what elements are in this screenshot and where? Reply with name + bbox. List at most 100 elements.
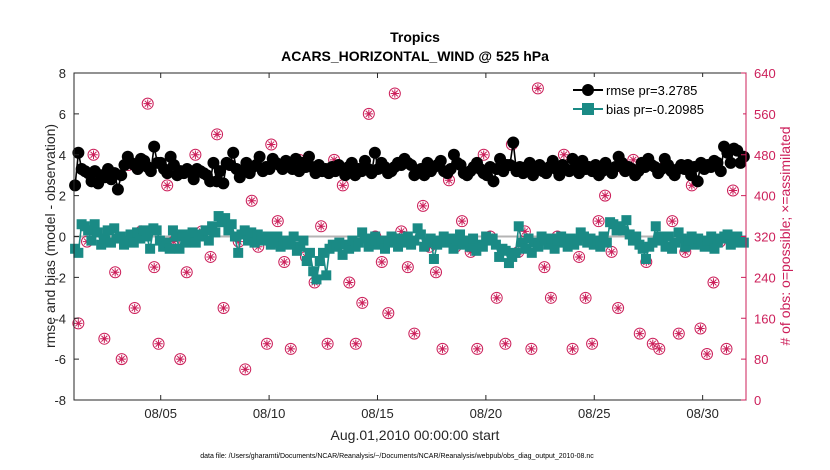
bias-point xyxy=(389,235,400,246)
bias-point xyxy=(399,237,410,248)
x-axis-label: Aug.01,2010 00:00:00 start xyxy=(331,427,500,443)
rmse-point xyxy=(207,156,220,169)
bias-point xyxy=(448,243,459,254)
bias-point xyxy=(125,229,136,240)
obs-possible-point xyxy=(375,256,388,269)
bias-point xyxy=(494,251,505,262)
bias-point xyxy=(490,239,501,250)
obs-possible-point xyxy=(666,215,679,228)
y2-tick-label: 240 xyxy=(754,270,776,285)
rmse-point xyxy=(227,146,240,159)
bias-point xyxy=(376,235,387,246)
bias-point xyxy=(451,235,462,246)
bias-point xyxy=(503,258,514,269)
bias-point xyxy=(729,237,740,248)
bias-point xyxy=(213,211,224,222)
bias-point xyxy=(233,247,244,258)
bias-point xyxy=(132,227,143,238)
y-tick-label: 0 xyxy=(59,230,66,245)
bias-point xyxy=(455,229,466,240)
bias-point xyxy=(226,219,237,230)
bias-point xyxy=(477,241,488,252)
obs-possible-point xyxy=(239,363,252,376)
obs-assimilated-point xyxy=(648,339,657,348)
obs-assimilated-point xyxy=(150,262,159,272)
obs-assimilated-point xyxy=(444,176,454,185)
bias-point xyxy=(99,233,110,244)
bias-series xyxy=(70,211,749,285)
obs-possible-point xyxy=(672,327,685,340)
y2-axis-label: # of obs: o=possible; ×=assimilated xyxy=(777,126,793,345)
obs-possible-point xyxy=(586,337,599,350)
obs-possible-point xyxy=(694,322,707,335)
bias-point xyxy=(709,243,720,254)
obs-assimilated-point xyxy=(655,344,664,354)
obs-possible-point xyxy=(211,128,224,141)
obs-assimilated-point xyxy=(681,247,690,257)
bias-point xyxy=(135,233,146,244)
obs-possible-point xyxy=(592,215,605,228)
bias-point xyxy=(549,243,560,254)
bias-point xyxy=(412,223,423,234)
bias-point xyxy=(190,237,201,248)
bias-point xyxy=(585,233,596,244)
x-tick-label: 08/10 xyxy=(253,406,286,421)
bias-point xyxy=(379,243,390,254)
obs-assimilated-point xyxy=(89,150,98,159)
obs-assimilated-point xyxy=(267,140,276,149)
legend-box xyxy=(568,77,743,119)
data-file-footer: data file: /Users/gharamti/Documents/NCA… xyxy=(200,453,594,460)
obs-assimilated-point xyxy=(533,84,543,93)
obs-assimilated-point xyxy=(377,257,387,267)
obs-possible-point xyxy=(573,250,586,263)
bias-point xyxy=(102,225,113,236)
bias-point xyxy=(357,227,368,238)
x-tick-label: 08/20 xyxy=(470,406,503,421)
obs-assimilated-point xyxy=(176,354,185,364)
x-tick-label: 08/30 xyxy=(686,406,719,421)
obs-assimilated-point xyxy=(418,201,428,211)
bias-point xyxy=(425,233,436,244)
bias-point xyxy=(318,247,329,258)
bias-point xyxy=(572,235,583,246)
obs-assimilated-point xyxy=(568,344,577,354)
bias-point xyxy=(239,225,250,236)
obs-possible-point xyxy=(180,266,193,279)
obs-assimilated-point xyxy=(668,216,677,226)
rmse-point xyxy=(161,167,174,180)
bias-point xyxy=(598,231,609,242)
obs-assimilated-point xyxy=(206,252,215,262)
x-tick-label: 08/15 xyxy=(361,406,394,421)
rmse-point xyxy=(368,146,381,159)
bias-point xyxy=(96,239,107,250)
obs-assimilated-point xyxy=(280,257,289,267)
x-tick-label: 08/05 xyxy=(144,406,177,421)
bias-point xyxy=(624,229,635,240)
obs-assimilated-point xyxy=(262,339,272,348)
obs-assimilated-point xyxy=(110,268,120,277)
plot-area xyxy=(69,72,750,401)
rmse-point xyxy=(72,146,85,159)
obs-possible-point xyxy=(388,87,401,100)
obs-possible-point xyxy=(217,302,230,315)
obs-possible-point xyxy=(612,302,625,315)
bias-point xyxy=(562,241,573,252)
bias-point xyxy=(565,233,576,244)
bias-point xyxy=(676,233,687,244)
obs-possible-point xyxy=(271,215,284,228)
obs-assimilated-point xyxy=(696,324,705,333)
bias-point xyxy=(109,223,120,234)
bias-point xyxy=(510,247,521,258)
bias-point xyxy=(631,231,642,242)
obs-assimilated-point xyxy=(390,89,400,98)
bias-point xyxy=(660,241,671,252)
obs-assimilated-point xyxy=(722,344,731,354)
bias-point xyxy=(686,231,697,242)
obs-possible-point xyxy=(152,337,165,350)
obs-possible-point xyxy=(109,266,122,279)
bias-point xyxy=(533,241,544,252)
rmse-point xyxy=(69,179,82,192)
bias-point xyxy=(500,245,511,256)
obs-possible-point xyxy=(471,342,484,355)
